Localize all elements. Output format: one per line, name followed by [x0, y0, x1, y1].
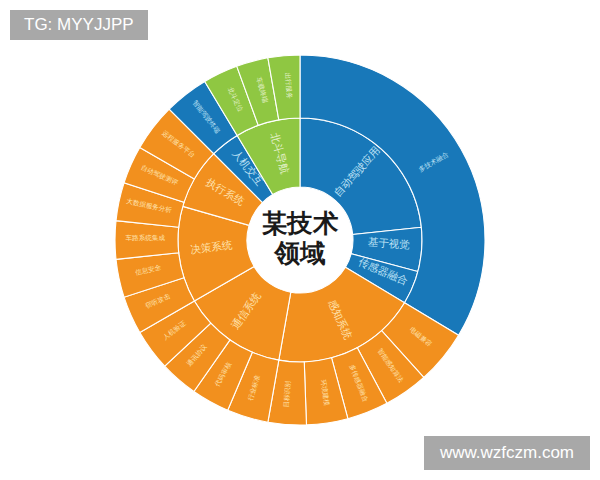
- svg-text:车路系统集成: 车路系统集成: [125, 234, 165, 242]
